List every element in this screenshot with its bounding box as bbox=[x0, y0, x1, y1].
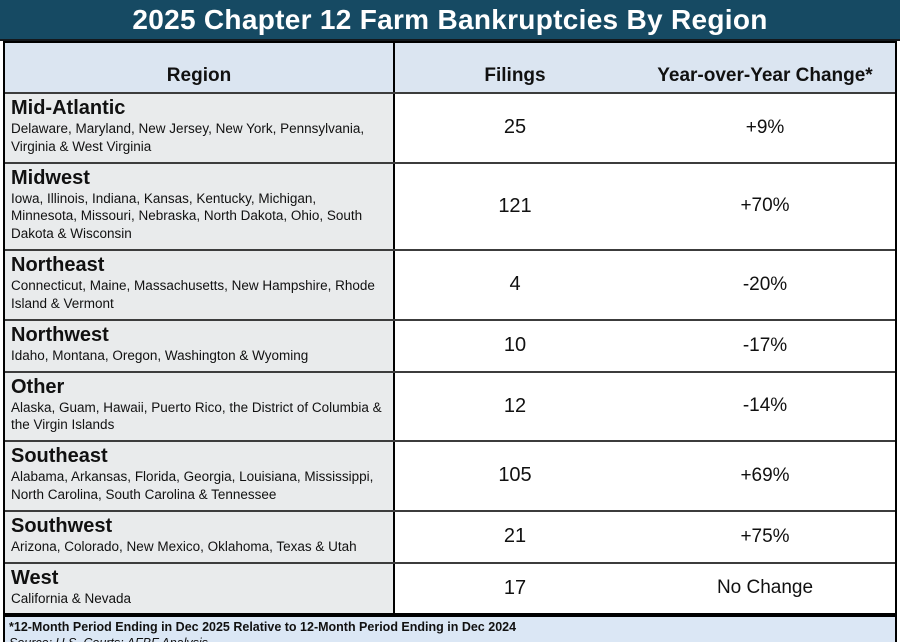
table-row-other: Other Alaska, Guam, Hawaii, Puerto Rico,… bbox=[5, 370, 895, 441]
region-name: Other bbox=[11, 375, 65, 398]
region-states: Idaho, Montana, Oregon, Washington & Wyo… bbox=[11, 347, 309, 363]
region-cell: Southwest Arizona, Colorado, New Mexico,… bbox=[5, 511, 395, 562]
region-cell: Southeast Alabama, Arkansas, Florida, Ge… bbox=[5, 442, 395, 510]
filings-value: 12 bbox=[395, 372, 635, 441]
filings-value: 25 bbox=[395, 94, 635, 162]
filings-value: 4 bbox=[395, 251, 635, 319]
region-name: West bbox=[11, 566, 59, 589]
change-value: +69% bbox=[635, 442, 895, 510]
region-name: Midwest bbox=[11, 166, 90, 189]
region-cell: Midwest Iowa, Illinois, Indiana, Kansas,… bbox=[5, 163, 395, 250]
change-value: +9% bbox=[635, 94, 895, 162]
region-cell: Other Alaska, Guam, Hawaii, Puerto Rico,… bbox=[5, 372, 395, 441]
footnote-text: *12-Month Period Ending in Dec 2025 Rela… bbox=[9, 620, 517, 635]
filings-value: 17 bbox=[395, 563, 635, 614]
footnote-bar: *12-Month Period Ending in Dec 2025 Rela… bbox=[3, 615, 897, 642]
bankruptcies-table: Region Filings Year-over-Year Change* Mi… bbox=[3, 41, 897, 616]
region-states: Arizona, Colorado, New Mexico, Oklahoma,… bbox=[11, 538, 357, 554]
column-header-region: Region bbox=[5, 43, 395, 92]
region-name: Northwest bbox=[11, 323, 109, 346]
title-bar: 2025 Chapter 12 Farm Bankruptcies By Reg… bbox=[0, 0, 900, 41]
region-name: Mid-Atlantic bbox=[11, 97, 126, 119]
table-row-southwest: Southwest Arizona, Colorado, New Mexico,… bbox=[5, 509, 895, 562]
region-states: Delaware, Maryland, New Jersey, New York… bbox=[11, 121, 365, 154]
region-states: Alabama, Arkansas, Florida, Georgia, Lou… bbox=[11, 469, 374, 502]
table-row-northeast: Northeast Connecticut, Maine, Massachuse… bbox=[5, 249, 895, 319]
table-row-mid-atlantic: Mid-Atlantic Delaware, Maryland, New Jer… bbox=[5, 92, 895, 162]
region-cell: Northeast Connecticut, Maine, Massachuse… bbox=[5, 251, 395, 319]
region-states: Connecticut, Maine, Massachusetts, New H… bbox=[11, 278, 375, 311]
change-value: +75% bbox=[635, 511, 895, 562]
table-header-row: Region Filings Year-over-Year Change* bbox=[5, 43, 895, 92]
change-value: -17% bbox=[635, 320, 895, 371]
region-name: Southeast bbox=[11, 445, 108, 468]
filings-value: 21 bbox=[395, 511, 635, 562]
table-row-southeast: Southeast Alabama, Arkansas, Florida, Ge… bbox=[5, 440, 895, 510]
table-row-midwest: Midwest Iowa, Illinois, Indiana, Kansas,… bbox=[5, 161, 895, 250]
region-cell: West California & Nevada bbox=[5, 563, 395, 614]
change-value: +70% bbox=[635, 163, 895, 250]
change-value: -20% bbox=[635, 251, 895, 319]
region-states: California & Nevada bbox=[11, 590, 132, 606]
table-row-northwest: Northwest Idaho, Montana, Oregon, Washin… bbox=[5, 318, 895, 371]
region-states: Alaska, Guam, Hawaii, Puerto Rico, the D… bbox=[11, 399, 382, 433]
region-name: Northeast bbox=[11, 254, 105, 277]
column-header-filings: Filings bbox=[484, 65, 546, 86]
region-states: Iowa, Illinois, Indiana, Kansas, Kentuck… bbox=[11, 190, 363, 242]
change-value: No Change bbox=[635, 563, 895, 614]
region-cell: Mid-Atlantic Delaware, Maryland, New Jer… bbox=[5, 94, 395, 162]
source-text: Source: U.S. Courts; AFBF Analysis bbox=[9, 636, 889, 642]
region-cell: Northwest Idaho, Montana, Oregon, Washin… bbox=[5, 320, 395, 371]
filings-value: 121 bbox=[395, 163, 635, 250]
region-name: Southwest bbox=[11, 514, 113, 537]
filings-value: 10 bbox=[395, 320, 635, 371]
table-row-west: West California & Nevada 17 No Change bbox=[5, 561, 895, 614]
column-header-change: Year-over-Year Change* bbox=[657, 65, 873, 86]
change-value: -14% bbox=[635, 372, 895, 441]
page-title: 2025 Chapter 12 Farm Bankruptcies By Reg… bbox=[132, 3, 768, 35]
filings-value: 105 bbox=[395, 442, 635, 510]
